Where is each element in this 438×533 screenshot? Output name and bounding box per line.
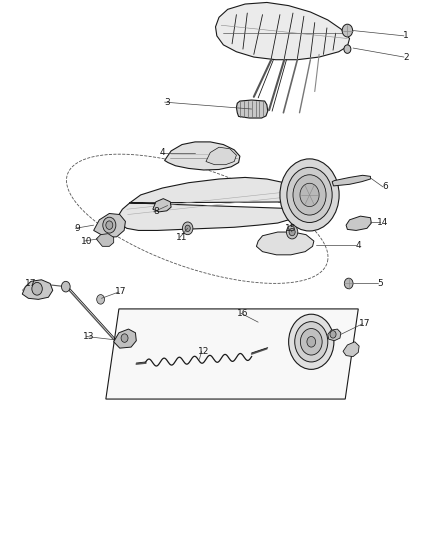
Polygon shape xyxy=(206,147,237,165)
Text: 14: 14 xyxy=(377,218,388,227)
Circle shape xyxy=(300,328,322,355)
Polygon shape xyxy=(215,3,350,60)
Polygon shape xyxy=(346,216,371,230)
Circle shape xyxy=(295,321,328,362)
Text: 11: 11 xyxy=(176,233,188,242)
Polygon shape xyxy=(94,214,125,237)
Circle shape xyxy=(342,24,353,37)
Circle shape xyxy=(121,334,128,342)
Polygon shape xyxy=(22,280,53,300)
Circle shape xyxy=(330,330,336,338)
Polygon shape xyxy=(328,329,341,341)
Text: 15: 15 xyxy=(285,224,297,233)
Circle shape xyxy=(185,225,190,231)
Text: 3: 3 xyxy=(164,98,170,107)
Polygon shape xyxy=(343,342,359,357)
Text: 6: 6 xyxy=(382,182,388,191)
Circle shape xyxy=(287,167,332,222)
Circle shape xyxy=(286,225,298,239)
Circle shape xyxy=(344,45,351,53)
Circle shape xyxy=(289,314,334,369)
Polygon shape xyxy=(237,100,268,118)
Circle shape xyxy=(103,217,116,233)
Polygon shape xyxy=(153,199,171,212)
Text: 10: 10 xyxy=(81,237,92,246)
Circle shape xyxy=(61,281,70,292)
Polygon shape xyxy=(118,177,311,230)
Text: 16: 16 xyxy=(237,309,249,318)
Polygon shape xyxy=(332,175,371,186)
Text: 1: 1 xyxy=(403,31,409,41)
Text: 17: 17 xyxy=(115,287,127,296)
Circle shape xyxy=(106,221,113,229)
Polygon shape xyxy=(165,142,240,170)
Text: 17: 17 xyxy=(25,279,37,288)
Circle shape xyxy=(344,278,353,289)
Polygon shape xyxy=(256,232,314,255)
Circle shape xyxy=(97,295,105,304)
Circle shape xyxy=(293,175,326,215)
Circle shape xyxy=(289,228,295,236)
Text: 2: 2 xyxy=(403,53,409,62)
Circle shape xyxy=(280,159,339,231)
Text: 8: 8 xyxy=(153,207,159,216)
Text: 4: 4 xyxy=(356,241,361,250)
Text: 9: 9 xyxy=(74,224,81,233)
Text: 17: 17 xyxy=(359,319,371,328)
Text: 5: 5 xyxy=(377,279,383,288)
Circle shape xyxy=(32,282,42,295)
Text: 13: 13 xyxy=(83,332,94,341)
Polygon shape xyxy=(114,329,136,348)
Circle shape xyxy=(300,183,319,207)
Polygon shape xyxy=(96,233,114,246)
Circle shape xyxy=(183,222,193,235)
Text: 4: 4 xyxy=(159,148,165,157)
Polygon shape xyxy=(106,309,358,399)
Circle shape xyxy=(307,336,316,347)
Text: 12: 12 xyxy=(198,347,209,356)
